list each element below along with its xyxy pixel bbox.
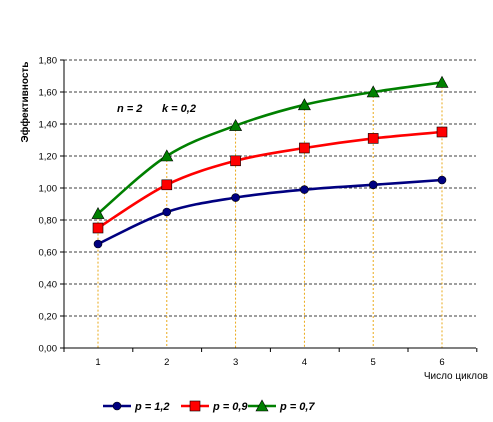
y-tick-label: 0,80 <box>39 216 58 227</box>
legend: p = 1,2 p = 0,9 p = 0,7 <box>103 399 315 413</box>
data-point-series-2 <box>92 222 104 234</box>
y-tick-label: 1,60 <box>39 88 58 99</box>
x-axis-title: Число циклов <box>424 371 488 382</box>
series-line-3 <box>97 81 443 215</box>
legend-marker-2 <box>189 400 201 412</box>
data-point-series-1 <box>162 207 172 217</box>
x-tick-label: 6 <box>439 357 444 368</box>
annotation-n: n = 2 <box>117 103 142 115</box>
gridlines <box>64 59 476 317</box>
series-line-2 <box>97 130 443 230</box>
x-tick-label: 4 <box>302 357 307 368</box>
x-tick-labels: 1 2 3 4 5 6 <box>95 357 444 368</box>
x-tick-label: 5 <box>371 357 376 368</box>
data-point-series-2 <box>299 142 310 154</box>
data-point-series-1 <box>93 239 103 249</box>
annotation-k: k = 0,2 <box>162 103 196 115</box>
y-axis-title: Эффективность <box>19 62 31 143</box>
axes <box>60 59 478 352</box>
y-tick-label: 1,80 <box>39 56 58 67</box>
data-point-series-3 <box>435 75 449 88</box>
y-tick-label: 1,00 <box>39 184 58 195</box>
data-point-series-3 <box>297 98 311 111</box>
data-point-series-3 <box>229 118 243 131</box>
y-tick-labels: 0,00 0,20 0,40 0,60 0,80 1,00 1,20 1,40 1,60 1,80 <box>39 56 58 355</box>
x-tick-label: 3 <box>233 357 238 368</box>
legend-label-2: p = 0,9 <box>212 401 248 413</box>
legend-marker-3 <box>255 399 269 412</box>
y-tick-label: 0,00 <box>39 344 58 355</box>
x-tick-label: 2 <box>164 357 169 368</box>
data-point-series-2 <box>230 155 241 167</box>
legend-label-1: p = 1,2 <box>134 401 170 413</box>
y-tick-label: 0,60 <box>39 248 58 259</box>
data-point-series-1 <box>437 175 447 185</box>
data-point-series-1 <box>231 193 240 202</box>
data-point-series-1 <box>300 185 309 194</box>
y-tick-label: 0,20 <box>39 312 58 323</box>
legend-marker-1 <box>112 401 122 411</box>
y-tick-label: 1,20 <box>39 152 58 163</box>
series-group <box>91 75 449 249</box>
series-line-1 <box>97 178 443 246</box>
droplines <box>97 82 443 348</box>
data-point-series-2 <box>436 126 448 138</box>
y-tick-label: 0,40 <box>39 280 58 291</box>
data-point-series-1 <box>368 180 378 190</box>
data-point-series-2 <box>161 179 173 191</box>
data-point-series-3 <box>91 206 105 219</box>
data-point-series-3 <box>160 149 174 162</box>
x-tick-label: 1 <box>95 357 100 368</box>
data-point-series-2 <box>367 133 379 144</box>
data-point-series-3 <box>366 85 380 98</box>
legend-label-3: p = 0,7 <box>279 401 315 413</box>
y-tick-label: 1,40 <box>39 120 58 131</box>
